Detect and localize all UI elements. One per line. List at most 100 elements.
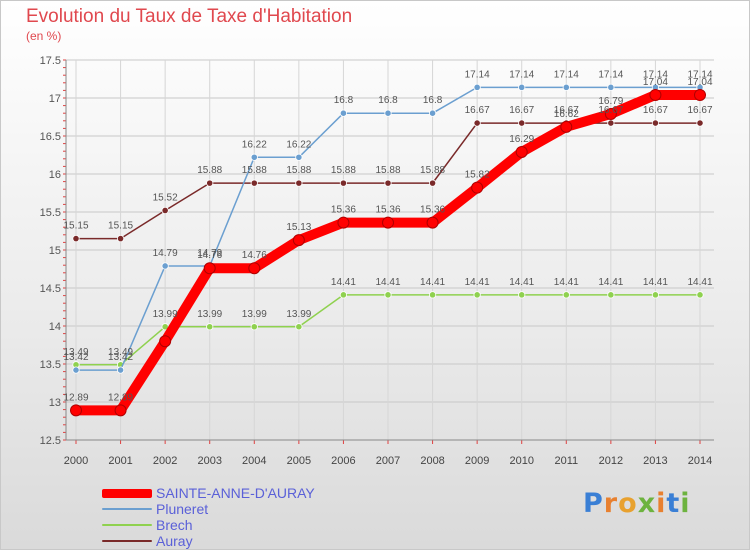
data-point <box>607 119 615 127</box>
chart-title: Evolution du Taux de Taxe d'Habitation <box>26 6 353 27</box>
data-label: 17.14 <box>465 69 490 80</box>
logo-letter: i <box>656 488 667 519</box>
data-point <box>651 119 660 127</box>
data-point <box>560 120 573 133</box>
data-point <box>562 83 570 91</box>
data-label: 14.41 <box>420 277 445 288</box>
data-label: 15.15 <box>108 221 133 232</box>
legend-label: Pluneret <box>156 501 209 517</box>
series-lines <box>70 83 706 417</box>
data-point <box>518 291 526 299</box>
legend-swatch <box>102 540 152 542</box>
y-tick-label: 17 <box>49 93 61 105</box>
data-point <box>428 179 437 187</box>
data-point <box>473 119 481 127</box>
data-point <box>518 83 526 91</box>
data-label: 15.88 <box>420 165 445 176</box>
data-label: 12.89 <box>108 392 133 403</box>
legend-item: Auray <box>102 533 315 549</box>
data-point <box>382 216 394 229</box>
data-point <box>337 216 350 229</box>
data-labels: 15.15 15.15 15.52 15.88 15.88 15.88 15.88 15.88… <box>63 69 712 403</box>
data-point <box>295 153 303 161</box>
data-point <box>515 145 528 158</box>
data-label: 16.67 <box>643 105 668 116</box>
data-label: 13.99 <box>197 309 222 320</box>
data-label: 17.04 <box>643 77 668 88</box>
data-label: 15.36 <box>420 205 445 216</box>
data-point <box>428 109 437 117</box>
logo-letter: P <box>583 488 604 519</box>
data-point <box>116 235 125 243</box>
data-point <box>607 83 615 91</box>
x-tick-label: 2006 <box>331 455 355 467</box>
data-label: 17.14 <box>598 69 623 80</box>
legend-swatch <box>102 488 152 498</box>
y-tick-label: 17.5 <box>40 55 61 67</box>
data-label: 17.14 <box>554 69 579 80</box>
y-tick-label: 14 <box>49 321 61 333</box>
data-label: 16.67 <box>554 105 579 116</box>
data-label: 14.41 <box>687 277 712 288</box>
data-label: 16.22 <box>286 139 311 150</box>
data-point <box>116 366 125 374</box>
data-point <box>473 291 481 299</box>
data-label: 15.15 <box>63 221 88 232</box>
data-point <box>295 323 303 331</box>
data-point <box>473 83 481 91</box>
data-label: 15.88 <box>242 165 267 176</box>
y-tick-label: 14.5 <box>40 283 61 295</box>
logo-letter: i <box>680 488 691 519</box>
chart-legend: SAINTE-ANNE-D'AURAY Pluneret Brech Auray <box>102 485 315 549</box>
data-label: 16.67 <box>598 105 623 116</box>
data-point <box>72 235 80 243</box>
chart-subtitle: (en %) <box>26 29 62 43</box>
logo-letter: t <box>666 488 681 519</box>
data-point <box>248 262 261 275</box>
data-label: 15.88 <box>331 165 356 176</box>
data-point <box>471 181 484 194</box>
data-label: 15.36 <box>375 205 400 216</box>
data-label: 14.41 <box>509 277 534 288</box>
legend-item: Brech <box>102 517 315 533</box>
data-label: 14.76 <box>197 250 222 261</box>
x-tick-label: 2007 <box>376 455 400 467</box>
data-label: 14.41 <box>643 277 668 288</box>
data-point <box>161 262 169 270</box>
data-point <box>694 88 706 101</box>
data-point <box>250 179 258 187</box>
y-tick-label: 16.5 <box>40 131 61 143</box>
data-point <box>651 291 660 299</box>
data-label: 16.22 <box>242 139 267 150</box>
proxiti-logo: Proxiti <box>583 488 691 519</box>
data-label: 17.14 <box>509 69 534 80</box>
data-point <box>203 262 216 275</box>
data-point <box>384 109 392 117</box>
x-tick-label: 2005 <box>287 455 311 467</box>
data-point <box>649 88 662 101</box>
data-label: 14.41 <box>554 277 579 288</box>
data-label: 13.49 <box>108 347 133 358</box>
data-label: 14.41 <box>375 277 400 288</box>
x-tick-label: 2000 <box>64 455 88 467</box>
data-label: 14.41 <box>598 277 623 288</box>
data-label: 16.79 <box>598 96 623 107</box>
data-label: 13.42 <box>63 352 88 363</box>
data-point <box>339 109 348 117</box>
data-label: 13.99 <box>286 309 311 320</box>
data-label: 15.36 <box>331 205 356 216</box>
data-label: 15.82 <box>465 170 490 181</box>
x-tick-label: 2001 <box>108 455 132 467</box>
data-point <box>607 291 615 299</box>
data-label: 15.88 <box>197 165 222 176</box>
data-point <box>114 404 127 417</box>
data-point <box>295 179 303 187</box>
y-tick-label: 13 <box>49 397 61 409</box>
data-point <box>604 107 617 120</box>
data-point <box>292 234 305 247</box>
legend-item: SAINTE-ANNE-D'AURAY <box>102 485 315 501</box>
y-tick-label: 12.5 <box>40 435 61 447</box>
data-point <box>72 366 80 374</box>
